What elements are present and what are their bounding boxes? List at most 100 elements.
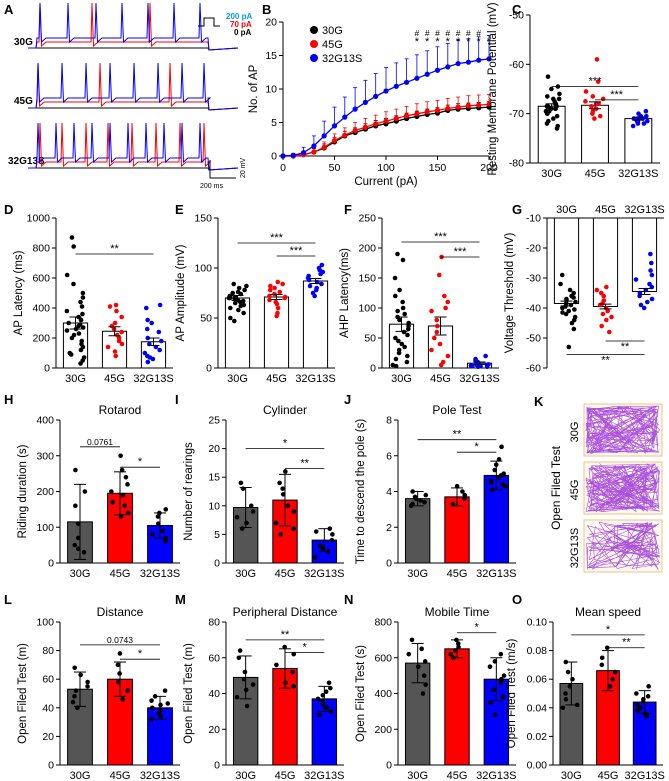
data-point: [80, 311, 85, 317]
series-point: [455, 60, 461, 67]
y-tick-label: 0.10: [527, 617, 548, 629]
data-point: [267, 287, 273, 293]
data-point: [150, 705, 155, 711]
trace-0pa: [28, 107, 239, 111]
data-point: [491, 687, 496, 693]
data-point: [560, 305, 565, 311]
y-tick-label: -10: [526, 213, 541, 225]
x-tick-label: 30G: [65, 373, 86, 385]
series-point: [404, 113, 410, 119]
data-point: [648, 260, 654, 266]
data-point: [604, 317, 609, 323]
data-point: [609, 314, 614, 320]
panel-g-chart: G -60 -50 -40 -30 -20 -10 Voltage Threshold (mV…: [504, 202, 665, 375]
scale-bar-lines: [209, 160, 236, 179]
data-point: [648, 268, 653, 273]
y-tick-label: 400: [374, 688, 392, 700]
data-point: [434, 323, 440, 329]
y-tick-label: 80: [42, 645, 54, 657]
data-point: [397, 287, 402, 293]
data-point: [434, 317, 440, 323]
x-tick-label: 0: [280, 162, 286, 174]
series-point: [321, 133, 327, 139]
y-tick-label: 800: [374, 617, 392, 629]
legend-label: 30G: [322, 25, 343, 37]
data-point: [568, 302, 574, 308]
data-point: [163, 507, 169, 512]
data-point: [73, 688, 79, 693]
series-point: [424, 109, 430, 115]
data-point: [120, 696, 125, 702]
data-point: [556, 96, 562, 102]
significance-label: ***: [454, 246, 468, 258]
series-point: [445, 105, 451, 112]
data-point: [499, 444, 504, 450]
panel-letter: G: [512, 202, 522, 217]
scale-bar-time: 200 ms: [200, 183, 223, 190]
data-point: [643, 108, 649, 114]
data-point: [599, 662, 605, 668]
data-point: [72, 542, 78, 548]
data-point: [420, 691, 426, 696]
data-point: [242, 287, 247, 293]
x-tick-label: 32G13S: [140, 568, 180, 580]
data-point: [241, 676, 247, 682]
trace-200pa: [28, 2, 239, 51]
significance-mark: #: [425, 28, 430, 38]
bar-32g13s: [147, 524, 173, 564]
data-point: [156, 329, 162, 335]
data-point: [319, 281, 324, 287]
data-point: [436, 272, 442, 278]
data-point: [80, 295, 86, 300]
data-point: [318, 543, 323, 549]
y-axis-label: Open Filed Test (m): [17, 643, 29, 744]
x-tick-label: 32G13S: [140, 770, 180, 781]
data-point: [280, 492, 286, 497]
panel-a-letter: A: [4, 2, 14, 17]
y-tick-label: 600: [32, 273, 50, 285]
y-tick-label: 800: [32, 243, 50, 255]
data-point: [119, 341, 125, 347]
data-point: [638, 705, 643, 711]
data-point: [406, 651, 412, 657]
y-tick-label: -60: [526, 363, 541, 375]
data-point: [122, 503, 127, 509]
x-tick-label: 200: [480, 162, 498, 174]
data-point: [156, 521, 161, 526]
data-point: [560, 310, 565, 315]
x-tick-label: 32G13S: [295, 373, 335, 385]
y-tick-label: 0.04: [527, 702, 548, 714]
data-point: [120, 492, 126, 498]
data-point: [559, 272, 565, 278]
series-point: [311, 143, 317, 149]
data-point: [544, 94, 550, 99]
data-point: [236, 307, 241, 313]
y-tick-label: 400: [36, 415, 54, 427]
legend-marker-30g: [310, 26, 318, 34]
data-point: [330, 532, 335, 537]
data-point: [503, 483, 508, 489]
significance-label: ***: [610, 89, 624, 101]
data-point: [69, 335, 75, 341]
series-point: [476, 57, 482, 63]
panel-letter: M: [175, 592, 186, 607]
data-point: [644, 714, 650, 719]
data-point: [273, 520, 279, 526]
legend-0pa: 0 pA: [234, 28, 252, 37]
significance-mark: #: [435, 28, 440, 38]
data-point: [72, 694, 77, 699]
data-point: [395, 308, 400, 314]
data-point: [125, 688, 130, 693]
data-point: [85, 684, 90, 689]
y-tick-label: 0: [214, 760, 220, 772]
x-tick-label: 150: [429, 162, 447, 174]
panel-e-chart: E 0 50 100 150 AP Amplitude (mV) 30G 45G 32G13S *…: [175, 202, 336, 385]
data-point: [405, 326, 411, 332]
data-point: [422, 499, 427, 505]
data-point: [488, 700, 493, 705]
x-tick-label: 32G13S: [304, 770, 344, 781]
bar-45g: [444, 648, 470, 766]
data-point: [641, 305, 647, 311]
data-point: [431, 335, 437, 341]
x-tick-label: 45G: [266, 373, 287, 385]
